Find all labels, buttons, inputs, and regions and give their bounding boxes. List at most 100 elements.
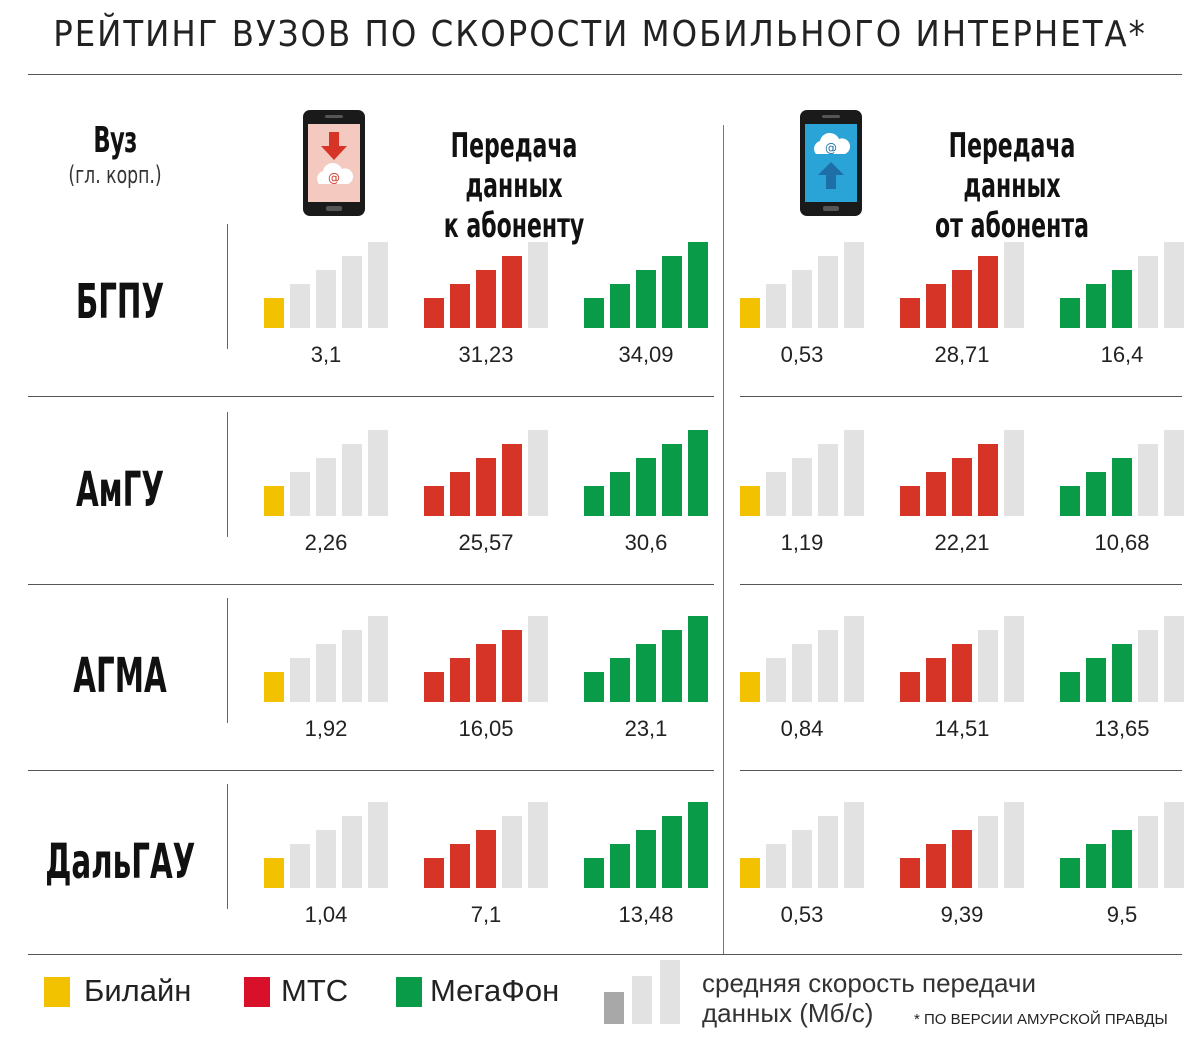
signal-bar	[264, 858, 284, 888]
speed-value-label: 1,92	[304, 716, 348, 741]
signal-bar	[1112, 458, 1132, 516]
signal-bar	[1060, 298, 1080, 328]
signal-bar	[1112, 270, 1132, 328]
signal-bar	[1060, 486, 1080, 516]
signal-bar	[502, 816, 522, 888]
signal-bar	[450, 472, 470, 516]
section-divider	[723, 125, 724, 955]
signal-bar	[424, 672, 444, 702]
signal-bar	[264, 486, 284, 516]
signal-bar	[766, 284, 786, 328]
signal-bar	[766, 472, 786, 516]
signal-bar	[740, 298, 760, 328]
signal-bar	[316, 458, 336, 516]
signal-bar	[844, 802, 864, 888]
speed-value-label: 0,53	[780, 342, 824, 367]
signal-bar	[766, 658, 786, 702]
signal-bar	[476, 270, 496, 328]
signal-bar	[1138, 256, 1158, 328]
signal-bar	[1086, 844, 1106, 888]
legend-avg-bars-icon	[604, 960, 680, 1024]
legend-divider	[28, 954, 1182, 955]
speed-value-label: 7,1	[470, 902, 502, 927]
legend-swatch-megafon	[396, 977, 422, 1007]
speed-value-label: 22,21	[934, 530, 990, 555]
speed-value-label: 1,19	[780, 530, 824, 555]
university-name: ДальГАУ	[45, 834, 196, 890]
signal-bar	[1138, 816, 1158, 888]
signal-bar	[636, 830, 656, 888]
signal-bar	[688, 616, 708, 702]
signal-bar	[1004, 242, 1024, 328]
signal-bar	[368, 616, 388, 702]
upload-phone-icon: @	[800, 110, 862, 216]
uni-col-label: Вуз	[93, 120, 137, 161]
signal-bar	[900, 486, 920, 516]
signal-bar	[978, 630, 998, 702]
signal-bar	[662, 444, 682, 516]
signal-bar	[952, 830, 972, 888]
signal-bar	[450, 844, 470, 888]
signal-bar	[610, 284, 630, 328]
signal-bar	[1138, 630, 1158, 702]
speed-value-label: 16,4	[1100, 342, 1144, 367]
speed-value-label: 13,65	[1094, 716, 1150, 741]
signal-bar	[688, 802, 708, 888]
signal-bar	[450, 284, 470, 328]
speed-value-label: 3,1	[310, 342, 342, 367]
signal-bar	[290, 844, 310, 888]
signal-bar	[290, 472, 310, 516]
page-title: РЕЙТИНГ ВУЗОВ ПО СКОРОСТИ МОБИЛЬНОГО ИНТ…	[53, 14, 1147, 55]
source-note: * ПО ВЕРСИИ АМУРСКОЙ ПРАВДЫ	[914, 1011, 1168, 1028]
signal-bar	[528, 242, 548, 328]
signal-bar	[528, 802, 548, 888]
legend-label-megafon: МегаФон	[430, 973, 560, 1008]
row-separator-left	[28, 770, 714, 771]
signal-bar	[1164, 242, 1184, 328]
download-header-line1: Передача данных	[450, 126, 578, 206]
signal-bar	[926, 284, 946, 328]
signal-bar	[1164, 802, 1184, 888]
legend-swatch-beeline	[44, 977, 70, 1007]
row-separator-left	[28, 396, 714, 397]
signal-bar	[978, 256, 998, 328]
signal-bar	[342, 256, 362, 328]
signal-bar	[368, 802, 388, 888]
upload-header: Передача данных от абонента	[897, 126, 1127, 246]
signal-bar	[584, 298, 604, 328]
signal-bar	[584, 672, 604, 702]
signal-bar	[636, 458, 656, 516]
signal-bar	[1086, 658, 1106, 702]
signal-bar	[1164, 616, 1184, 702]
upload-header-line1: Передача данных	[948, 126, 1076, 206]
signal-bar	[1004, 802, 1024, 888]
signal-bar	[1112, 830, 1132, 888]
signal-bar	[818, 256, 838, 328]
signal-bar	[1060, 858, 1080, 888]
signal-bar	[740, 858, 760, 888]
signal-bar	[264, 298, 284, 328]
signal-bar	[476, 458, 496, 516]
signal-bar	[610, 472, 630, 516]
signal-bar	[584, 858, 604, 888]
signal-bar	[900, 298, 920, 328]
signal-bar	[818, 630, 838, 702]
signal-bar	[818, 444, 838, 516]
row-left-divider	[227, 224, 228, 349]
signal-bar	[978, 444, 998, 516]
signal-bar	[740, 486, 760, 516]
speed-value-label: 1,04	[304, 902, 348, 927]
signal-bar	[636, 270, 656, 328]
signal-bar	[688, 430, 708, 516]
signal-bar	[1004, 430, 1024, 516]
signal-bar	[792, 644, 812, 702]
signal-bar	[1060, 672, 1080, 702]
signal-bar	[610, 658, 630, 702]
signal-bar	[1164, 430, 1184, 516]
signal-bar	[844, 616, 864, 702]
signal-bar	[662, 256, 682, 328]
row-left-divider	[227, 784, 228, 909]
speed-value-label: 28,71	[934, 342, 990, 367]
signal-bar	[342, 444, 362, 516]
row-left-divider	[227, 598, 228, 723]
